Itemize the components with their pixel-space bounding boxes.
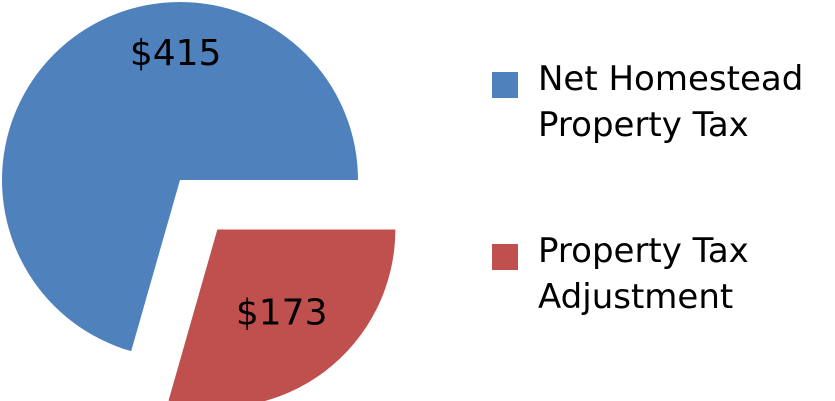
legend: Net Homestead Property Tax Property Tax A…: [492, 56, 832, 400]
legend-item: Net Homestead Property Tax: [492, 56, 835, 148]
legend-item: Property Tax Adjustment: [492, 228, 835, 320]
chart: $415 $173: [2, 1, 396, 401]
legend-label: Property Tax Adjustment: [538, 231, 749, 317]
data-label: $173: [236, 293, 328, 334]
data-label: $415: [130, 33, 222, 74]
pie-slice: [168, 229, 396, 401]
legend-label: Net Homestead Property Tax: [538, 59, 804, 145]
legend-swatch: [492, 72, 518, 98]
pie-slice: [2, 1, 359, 352]
legend-swatch: [492, 244, 518, 270]
